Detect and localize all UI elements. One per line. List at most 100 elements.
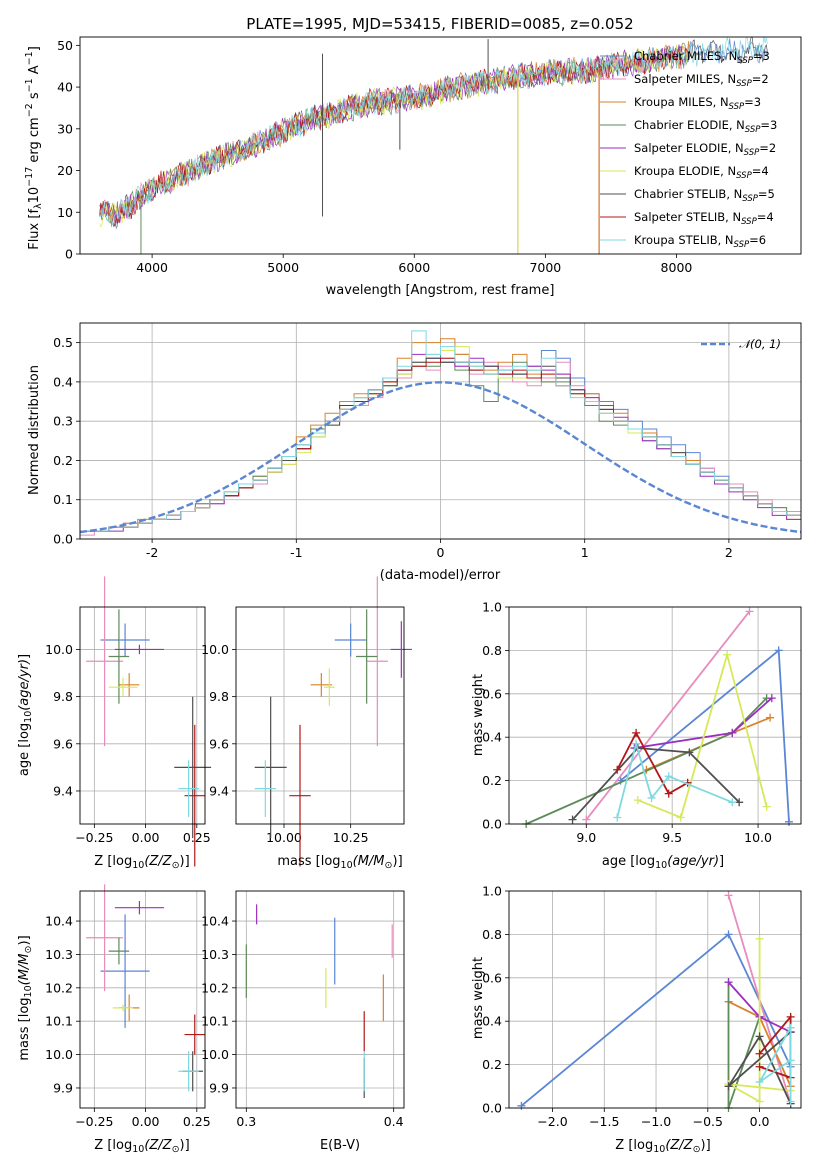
axes-frame — [508, 606, 802, 825]
z-weight-x-label-text: Z [log — [615, 1138, 653, 1153]
y-tick-label: 0.2 — [53, 453, 73, 468]
ebv-mass-plot: 0.3 0.4 9.9 10.0 10.1 10.2 10.3 10.4 — [201, 890, 405, 1129]
mass-age-panel: 10.00 10.25 9.4 9.6 9.8 10.0 mass [log10(M/M⊙… — [201, 576, 412, 871]
weight-marker — [633, 796, 642, 805]
y-tick-label: 0.3 — [53, 414, 73, 429]
legend-label: Salpeter MILES, NSSP=2 — [634, 72, 769, 89]
z-age-y-label-rest: (age/yr) — [17, 659, 32, 711]
spectrum-y-label-exp3: −1 — [24, 78, 35, 92]
y-tick-label: 10.4 — [45, 914, 73, 929]
weight-marker — [723, 650, 732, 659]
weight-marker — [745, 607, 754, 616]
y-tick-label: 40 — [57, 80, 73, 95]
weight-line — [616, 730, 689, 795]
x-tick-label: 9.5 — [662, 830, 682, 845]
legend-label-sub: SSP — [744, 148, 760, 158]
legend-label-sub: SSP — [736, 171, 752, 181]
x-tick-label: −0.5 — [693, 1114, 723, 1129]
ebv-mass-x-label: E(B-V) — [320, 1138, 360, 1153]
weight-marker — [786, 1012, 795, 1021]
axes-frame — [79, 322, 802, 540]
y-tick-label: 0.1 — [53, 492, 73, 507]
normal-curve — [79, 381, 802, 534]
weight-marker — [632, 728, 641, 737]
y-tick-label: 10.2 — [45, 980, 73, 995]
weight-marker — [786, 1023, 795, 1032]
x-tick-label: −0.25 — [75, 830, 113, 845]
spectrum-line — [99, 44, 690, 228]
x-tick-label: -1 — [290, 545, 302, 560]
y-tick-label: 50 — [57, 38, 73, 53]
age-weight-x-label-sub: 10 — [655, 860, 667, 871]
mass-age-x-label-close: )] — [393, 854, 403, 869]
normal-curve-legend-label: 𝒩(0, 1) — [739, 337, 781, 351]
z-weight-x-label-sub: 10 — [653, 1144, 665, 1155]
spectrum-line — [99, 37, 768, 226]
axes-frame — [235, 890, 405, 1109]
x-tick-label: 1 — [581, 545, 589, 560]
y-tick-label: 1.0 — [482, 600, 502, 615]
z-mass-x-label-close: )] — [180, 1138, 190, 1153]
legend-label-count: =4 — [757, 210, 774, 224]
mass-age-x-label-text: mass [log — [277, 854, 340, 869]
z-mass-plot: −0.25 0.00 0.25 9.9 10.0 10.1 10.2 10.3 10.4 — [45, 884, 211, 1129]
x-tick-label: 0.25 — [183, 830, 211, 845]
x-tick-label: 0.00 — [132, 1114, 160, 1129]
y-tick-label: 20 — [57, 163, 73, 178]
y-tick-label: 10.0 — [45, 1047, 73, 1062]
legend-label-sub: SSP — [737, 56, 753, 66]
y-tick-label: 0.0 — [53, 532, 73, 547]
histogram-plot: -2 -1 0 1 2 0.0 0.1 0.2 0.3 0.4 0.5 — [53, 322, 802, 560]
weight-marker — [664, 789, 673, 798]
age-weight-x-label-text: age [log — [602, 854, 655, 869]
z-mass-y-label-rest: (M/M — [17, 953, 32, 985]
x-tick-label: 0.4 — [384, 1114, 404, 1129]
weight-marker — [664, 772, 673, 781]
legend-label-text: Chabrier ELODIE, N — [634, 118, 745, 132]
legend-label-text: Salpeter STELIB, N — [634, 210, 741, 224]
y-tick-label: 10.0 — [201, 1047, 229, 1062]
y-tick-label: 9.6 — [209, 736, 229, 751]
spectrum-y-label-unit2: erg cm — [27, 117, 42, 166]
figure-title: PLATE=1995, MJD=53415, FIBERID=0085, z=0… — [246, 15, 633, 33]
x-tick-label: 7000 — [529, 260, 561, 275]
x-tick-label: 0.25 — [183, 1114, 211, 1129]
y-tick-label: 0.0 — [482, 1101, 502, 1116]
weight-marker — [755, 1097, 764, 1106]
weight-marker — [766, 713, 775, 722]
weight-line — [525, 697, 768, 825]
y-tick-label: 9.9 — [209, 1080, 229, 1095]
weight-marker — [724, 1082, 733, 1091]
z-age-y-label-close: ] — [17, 654, 32, 659]
y-tick-label: 0.6 — [482, 686, 502, 701]
weight-marker — [582, 815, 591, 824]
y-tick-label: 10.0 — [201, 642, 229, 657]
legend-label-sub: SSP — [745, 125, 761, 135]
y-tick-label: 10.3 — [45, 947, 73, 962]
axes-frame — [79, 36, 802, 255]
spectrum-y-label-unit3: s — [27, 92, 42, 103]
z-mass-y-label-sub: 10 — [23, 985, 34, 997]
z-age-panel: −0.25 0.00 0.259.49.69.810.0 Z [log10(Z/Z⊙… — [17, 576, 212, 871]
y-tick-label: 9.9 — [53, 1080, 73, 1095]
weight-marker — [767, 694, 776, 703]
weight-marker — [755, 934, 764, 943]
spectrum-line — [99, 44, 690, 228]
z-mass-x-label-sub: 10 — [132, 1144, 144, 1155]
age-weight-x-label-rest: (age/yr) — [667, 854, 719, 869]
y-tick-label: 0.6 — [482, 970, 502, 985]
age-weight-x-label-close: ] — [719, 854, 724, 869]
residual-histogram-panel: -2 -1 0 1 2 0.0 0.1 0.2 0.3 0.4 0.5 (data-model)/e… — [27, 322, 802, 583]
weight-marker — [517, 1101, 526, 1110]
legend-label-count: =3 — [744, 95, 761, 109]
z-age-x-label-sub: 10 — [132, 860, 144, 871]
legend-label-text: Kroupa ELODIE, N — [634, 164, 736, 178]
weight-marker — [755, 1077, 764, 1086]
z-mass-panel: −0.25 0.00 0.25 9.9 10.0 10.1 10.2 10.3 10.4 Z [… — [17, 884, 211, 1155]
z-weight-plot: −2.0 −1.5 −1.0 −0.5 0.0 0.0 0.2 0.4 0.6 0.8 1.0 — [482, 884, 802, 1129]
age-weight-x-label: age [log10(age/yr)] — [602, 854, 724, 871]
legend-label-sub: SSP — [729, 102, 745, 112]
y-tick-label: 9.4 — [209, 783, 229, 798]
legend-label-text: Kroupa MILES, N — [634, 95, 729, 109]
